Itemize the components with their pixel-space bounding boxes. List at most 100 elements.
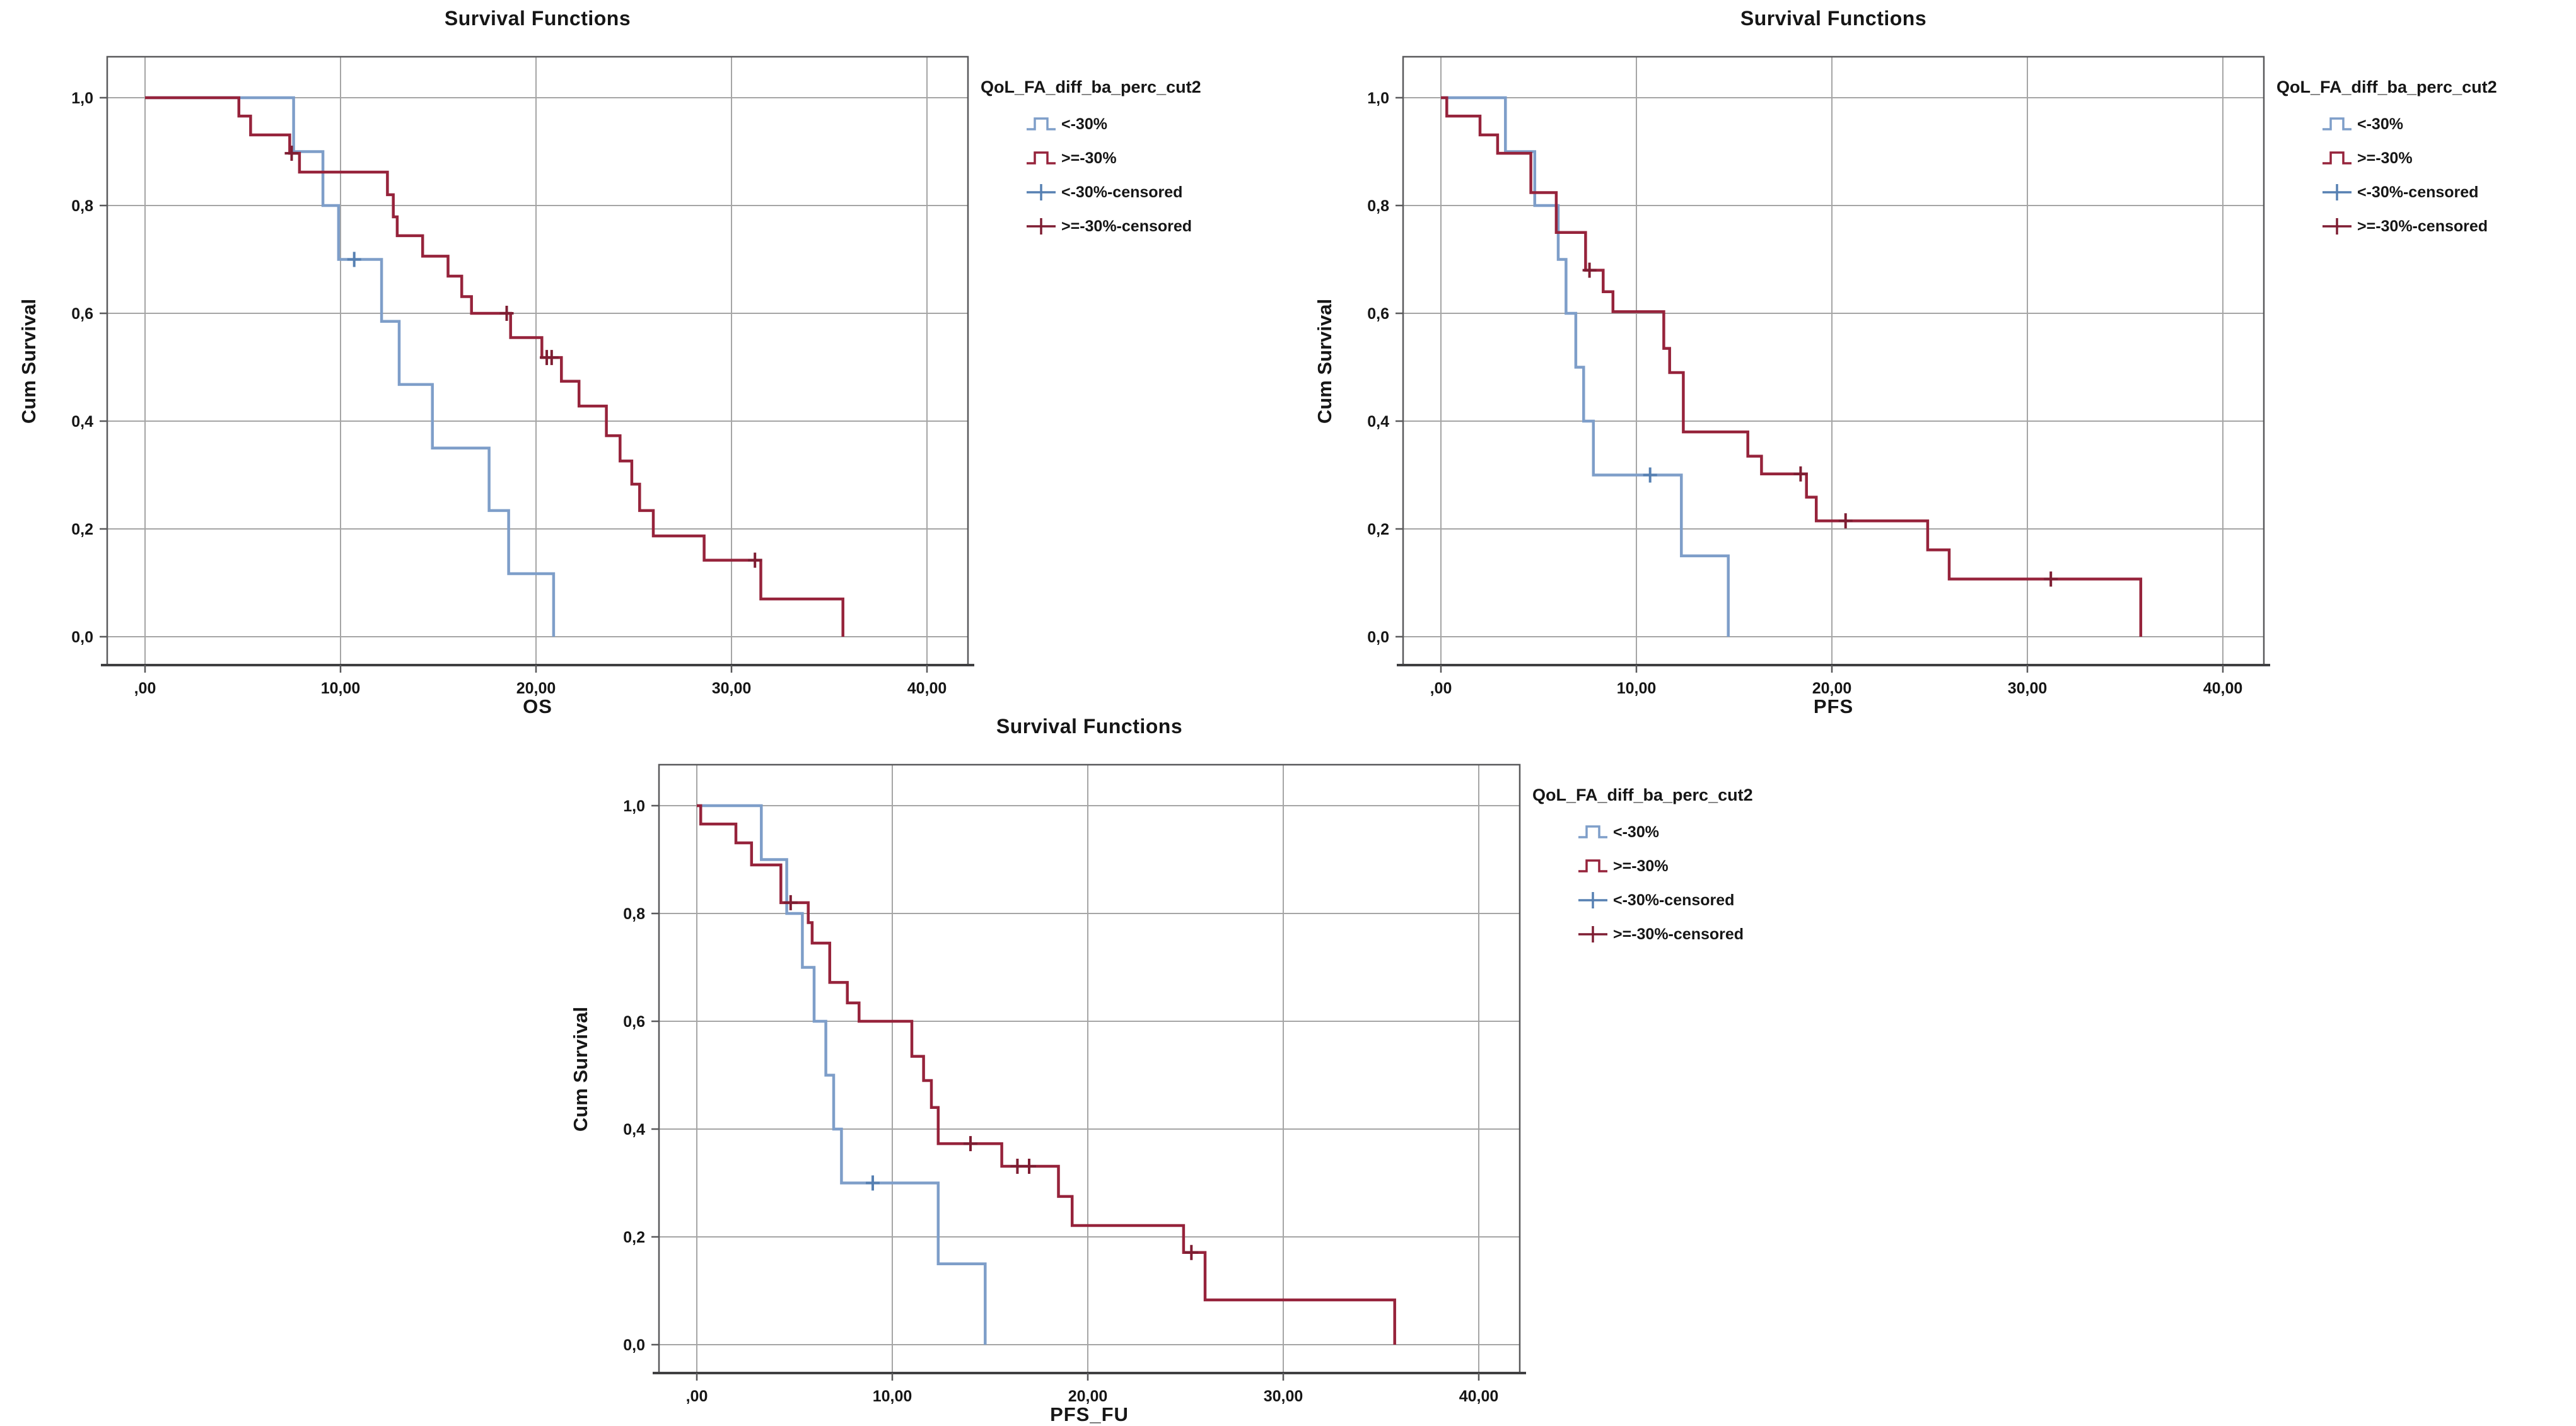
y-tick-label: 0,6: [71, 305, 93, 323]
km-curve-ge-30: [1441, 96, 2143, 637]
legend-title: QoL_FA_diff_ba_perc_cut2: [2276, 78, 2497, 96]
censor-marks-lt-30: [866, 1175, 880, 1191]
x-tick-label: 40,00: [2203, 680, 2243, 697]
y-tick-label: 0,0: [71, 629, 93, 646]
survival-chart-pfs-fu: Survival Functions Cum Survival ,00 10,00…: [552, 711, 1851, 1426]
y-tick-label: 0,4: [1367, 413, 1389, 431]
legend-item-label: <-30%-censored: [2357, 183, 2479, 201]
km-curve-ge-30: [145, 96, 844, 637]
plot-area: ,00 10,00 20,00 30,00 40,00 0,0 0,2 0,4 0,6 0,8 1,…: [623, 763, 1526, 1405]
legend-item-label: <-30%: [1613, 823, 1659, 841]
y-tick-label: 0,8: [623, 905, 645, 923]
gridlines: [1403, 57, 2264, 665]
legend-item-label: <-30%: [2357, 115, 2403, 133]
censor-plus-icon: [1027, 184, 1056, 200]
y-tick-label: 1,0: [1367, 90, 1389, 107]
y-tick-label: 0,8: [71, 197, 93, 215]
legend-items: <-30% >=-30% <-30%-censored >=-30%-censored: [1532, 815, 1848, 951]
censor-marks-ge-30: [284, 146, 762, 568]
step-line-icon: [1578, 825, 1607, 838]
step-line-icon: [1027, 151, 1056, 165]
legend-item-label: >=-30%-censored: [1613, 925, 1744, 943]
step-line-icon: [2322, 117, 2352, 130]
legend-item-label: <-30%-censored: [1061, 183, 1183, 201]
legend-item-label: <-30%: [1061, 115, 1107, 133]
step-line-icon: [1027, 117, 1056, 130]
x-tick-label: 30,00: [712, 680, 752, 697]
legend: QoL_FA_diff_ba_perc_cut2 <-30% >=-30% <-30…: [981, 78, 1296, 243]
x-tick-label: 20,00: [1812, 680, 1852, 697]
y-tick-label: 0,2: [623, 1229, 645, 1246]
legend-item-label: >=-30%-censored: [2357, 217, 2488, 235]
plot-frame: [658, 763, 1521, 1374]
legend-item: >=-30%-censored: [1026, 209, 1296, 243]
censor-plus-icon: [1578, 926, 1607, 942]
censor-marks-ge-30: [1582, 262, 2058, 587]
legend-title: QoL_FA_diff_ba_perc_cut2: [981, 78, 1201, 96]
km-curve-lt-30: [1441, 96, 1730, 637]
axis-ticks: [651, 804, 1480, 1381]
legend-item: <-30%-censored: [1026, 175, 1296, 209]
survival-chart-pfs: Survival Functions Cum Survival ,00 10,00…: [1296, 3, 2576, 722]
y-tick-label: 0,6: [623, 1013, 645, 1031]
legend-item-label: >=-30%: [1061, 149, 1117, 167]
x-tick-label: 30,00: [2008, 680, 2048, 697]
legend-item: <-30%: [1026, 107, 1296, 141]
step-line-icon: [2322, 151, 2352, 165]
x-tick-label: ,00: [1430, 680, 1452, 697]
censor-marks-lt-30: [347, 252, 361, 267]
x-axis-title: OS: [523, 695, 552, 717]
x-axis-title: PFS: [1813, 695, 1854, 717]
censor-marks-lt-30: [1643, 467, 1657, 483]
y-tick-label: 0,4: [71, 413, 93, 431]
km-curve-ge-30: [697, 804, 1396, 1345]
y-tick-label: 0,8: [1367, 197, 1389, 215]
legend-item-label: <-30%-censored: [1613, 891, 1735, 909]
legend: QoL_FA_diff_ba_perc_cut2 <-30% >=-30% <-30…: [2276, 78, 2576, 243]
legend-item-label: >=-30%: [2357, 149, 2413, 167]
legend-item: >=-30%: [1026, 141, 1296, 175]
step-line-icon: [1578, 859, 1607, 872]
y-tick-label: 1,0: [71, 90, 93, 107]
legend-items: <-30% >=-30% <-30%-censored >=-30%-censored: [2276, 107, 2576, 243]
legend-item: <-30%: [1578, 815, 1848, 849]
y-tick-label: 0,2: [71, 521, 93, 538]
legend-item: <-30%: [2322, 107, 2576, 141]
gridlines: [107, 57, 968, 665]
legend-item: <-30%-censored: [2322, 175, 2576, 209]
x-tick-label: ,00: [686, 1388, 708, 1405]
legend: QoL_FA_diff_ba_perc_cut2 <-30% >=-30% <-30…: [1532, 785, 1848, 951]
censor-plus-icon: [2322, 218, 2352, 235]
censor-marks-ge-30: [783, 895, 1199, 1260]
y-tick-label: 0,0: [623, 1336, 645, 1354]
legend-title: QoL_FA_diff_ba_perc_cut2: [1532, 785, 1753, 804]
x-tick-label: 10,00: [1617, 680, 1657, 697]
x-tick-label: 30,00: [1264, 1388, 1303, 1405]
censor-plus-icon: [1027, 218, 1056, 235]
chart-title: Survival Functions: [996, 715, 1183, 738]
x-tick-label: 40,00: [907, 680, 947, 697]
y-tick-label: 0,4: [623, 1121, 645, 1139]
y-tick-label: 0,6: [1367, 305, 1389, 323]
chart-title: Survival Functions: [1740, 7, 1927, 30]
plot-area: ,00 10,00 20,00 30,00 40,00 0,0 0,2 0,4 0,6 0,8 1,…: [71, 55, 974, 697]
legend-item: >=-30%-censored: [1578, 917, 1848, 951]
x-tick-label: 40,00: [1459, 1388, 1499, 1405]
legend-item-label: >=-30%-censored: [1061, 217, 1192, 235]
x-tick-label: 10,00: [873, 1388, 912, 1405]
legend-item: >=-30%: [1578, 849, 1848, 883]
y-tick-label: 0,2: [1367, 521, 1389, 538]
x-tick-label: 20,00: [1068, 1388, 1108, 1405]
censor-plus-icon: [1578, 892, 1607, 908]
censor-plus-icon: [2322, 184, 2352, 200]
x-axis-title: PFS_FU: [1050, 1403, 1129, 1425]
axis-ticks: [1396, 96, 2224, 673]
x-tick-label: 10,00: [321, 680, 361, 697]
plot-area: ,00 10,00 20,00 30,00 40,00 0,0 0,2 0,4 0,6 0,8 1,…: [1367, 55, 2270, 697]
x-tick-label: ,00: [134, 680, 156, 697]
legend-items: <-30% >=-30% <-30%-censored >=-30%-censored: [981, 107, 1296, 243]
km-curve-lt-30: [697, 804, 987, 1345]
y-tick-label: 1,0: [623, 797, 645, 815]
gridlines: [659, 765, 1520, 1373]
y-tick-label: 0,0: [1367, 629, 1389, 646]
